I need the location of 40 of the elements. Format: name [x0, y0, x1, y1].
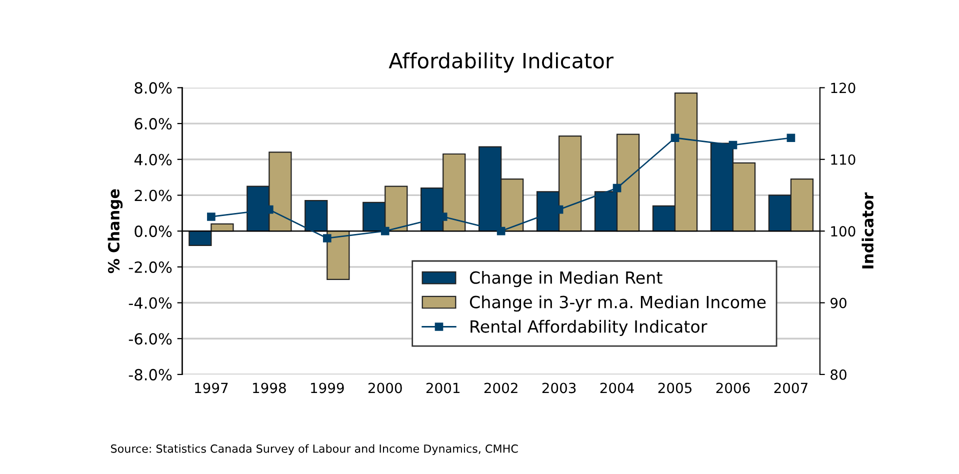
x-tick-label: 1998 [253, 382, 286, 394]
y-tick-label: 2.0% [134, 190, 172, 202]
y-tick-label: 4.0% [134, 154, 172, 166]
y2-tick-label: 90 [830, 298, 846, 308]
point [728, 140, 738, 150]
legend-label: Change in Median Rent [470, 270, 662, 288]
y2-tick-label: 80 [830, 369, 846, 380]
y-tick-label: -8.0% [128, 368, 172, 380]
source-note: Source: Statistics Canada Survey of Labour and Income Dynamics, CMHC [111, 444, 518, 455]
x-tick-label: 2005 [658, 382, 692, 394]
legend-label: Rental Affordability Indicator [470, 320, 708, 336]
x-tick-label: 1997 [195, 382, 228, 394]
y-tick-label: -4.0% [128, 297, 172, 309]
y-tick-label: 8.0% [134, 82, 172, 94]
x-tick-label: 1999 [311, 382, 344, 394]
y2-tick-label: 120 [831, 82, 856, 94]
x-tick-label: 2001 [426, 382, 460, 394]
y-tick-label: 6.0% [134, 118, 172, 130]
x-tick-label: 2007 [774, 382, 808, 394]
y2-tick-label: 100 [831, 226, 856, 237]
point [380, 226, 390, 236]
y-axis-title: % Change [108, 189, 123, 274]
y-tick-label: 0.0% [134, 226, 172, 238]
x-tick-label: 2006 [716, 382, 750, 394]
y-tick-label: -6.0% [128, 333, 172, 345]
point [786, 134, 796, 142]
point [496, 226, 506, 236]
y2-tick-label: 110 [831, 154, 856, 165]
legend-label: Change in 3-yr m.a. Median Income [470, 295, 766, 312]
y-tick-label: -2.0% [128, 261, 172, 273]
chart-title: Affordability Indicator [388, 52, 614, 73]
x-tick-label: 2003 [542, 382, 576, 394]
point [322, 234, 332, 242]
x-tick-label: 2004 [600, 382, 634, 394]
point [670, 134, 680, 142]
y2-axis-title: Indicator [862, 192, 874, 268]
point [207, 212, 216, 221]
point [612, 184, 622, 192]
x-tick-label: 2002 [484, 382, 518, 394]
x-tick-label: 2000 [368, 382, 402, 394]
